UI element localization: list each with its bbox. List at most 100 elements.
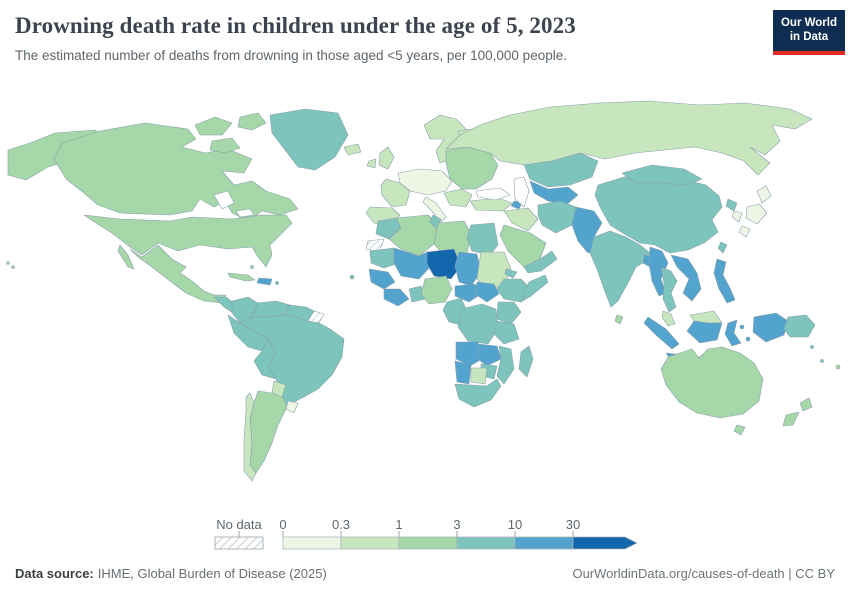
page-title: Drowning death rate in children under th… (15, 13, 576, 38)
map-region-india[interactable] (589, 230, 651, 308)
map-region-solomon-islands[interactable] (810, 345, 814, 349)
map-region-nigeria[interactable] (420, 275, 453, 305)
map-region-australia[interactable] (660, 346, 764, 419)
map-region-vanuatu[interactable] (820, 359, 824, 363)
map-region-taiwan[interactable] (717, 241, 728, 254)
map-region-sri-lanka[interactable] (614, 314, 624, 325)
map-region-central-asia[interactable] (529, 180, 579, 206)
legend-tick-2: 1 (395, 517, 402, 532)
map-region-iraq-syria[interactable] (503, 207, 539, 232)
map-region-hispaniola[interactable] (256, 277, 273, 286)
map-region-tanzania[interactable] (493, 320, 520, 345)
map-region-senegal-guinea[interactable] (368, 268, 396, 290)
map-region-eritrea[interactable] (504, 268, 518, 279)
chart-footer: Data source: IHME, Global Burden of Disea… (15, 566, 835, 581)
map-region-maluku-2[interactable] (745, 336, 751, 342)
map-region-guinea-coast[interactable] (383, 288, 410, 307)
legend-tick-5: 30 (566, 517, 580, 532)
map-region-mali[interactable] (393, 247, 432, 280)
owid-logo[interactable]: Our World in Data (772, 10, 845, 55)
map-region-thailand[interactable] (660, 266, 678, 313)
map-region-chad[interactable] (454, 251, 482, 287)
map-region-mauritania[interactable] (369, 247, 400, 269)
map-region-france[interactable] (380, 178, 411, 208)
map-region-mexico[interactable] (129, 244, 227, 304)
legend-bin-1[interactable] (340, 536, 400, 550)
map-region-malaysia[interactable] (661, 310, 676, 327)
owid-logo-line2: in Data (789, 31, 829, 44)
legend-bin-5-arrow[interactable] (572, 536, 638, 550)
map-region-uruguay[interactable] (285, 400, 299, 414)
map-region-canada[interactable] (53, 122, 299, 222)
black-sea (475, 187, 511, 201)
map-region-turkey[interactable] (469, 197, 513, 212)
map-region-fiji[interactable] (835, 364, 841, 370)
map-region-baja-california[interactable] (117, 244, 135, 270)
map-region-russia[interactable] (445, 100, 813, 176)
map-region-drc[interactable] (457, 303, 499, 345)
map-region-hawaii-1[interactable] (6, 261, 10, 265)
map-region-zambia[interactable] (477, 343, 502, 367)
map-region-kazakhstan[interactable] (523, 152, 599, 188)
map-region-japan-hokkaido[interactable] (756, 185, 772, 204)
map-region-bahamas[interactable] (250, 265, 254, 269)
map-region-egypt[interactable] (466, 222, 499, 256)
map-region-central-african-republic[interactable] (454, 283, 482, 303)
legend-bin-2[interactable] (398, 536, 458, 550)
map-region-iceland[interactable] (343, 143, 362, 156)
map-region-west-papua[interactable] (752, 312, 789, 343)
map-region-japan-honshu[interactable] (745, 203, 768, 225)
map-region-new-zealand-south[interactable] (782, 411, 800, 427)
map-region-kalimantan[interactable] (686, 320, 723, 344)
map-region-ireland[interactable] (366, 158, 377, 169)
legend-bin-3[interactable] (456, 536, 516, 550)
map-region-japan-kyushu[interactable] (738, 225, 751, 238)
map-region-italy[interactable] (422, 196, 447, 223)
map-region-bolivia[interactable] (253, 338, 277, 380)
map-region-south-africa[interactable] (454, 378, 502, 408)
legend-bin-4[interactable] (514, 536, 574, 550)
map-region-uk[interactable] (378, 146, 395, 170)
map-region-balkans[interactable] (443, 188, 473, 208)
map-region-greenland[interactable] (269, 108, 349, 171)
map-region-uganda-kenya[interactable] (496, 301, 522, 325)
world-choropleth-map[interactable] (0, 95, 850, 505)
map-region-malawi-mozambique[interactable] (496, 345, 515, 385)
map-region-usa[interactable] (83, 214, 293, 268)
credit-link[interactable]: OurWorldinData.org/causes-of-death | CC … (572, 566, 835, 581)
map-region-indochina[interactable] (670, 254, 702, 302)
legend-tick-1: 0.3 (332, 517, 350, 532)
map-region-botswana[interactable] (470, 367, 488, 385)
map-region-somalia[interactable] (520, 274, 549, 303)
map-region-mongolia[interactable] (621, 164, 703, 186)
map-region-french-guiana[interactable] (307, 310, 325, 324)
map-region-papua-new-guinea[interactable] (783, 314, 816, 338)
map-region-cape-verde[interactable] (349, 274, 355, 280)
map-region-tasmania[interactable] (733, 424, 746, 436)
map-region-angola[interactable] (455, 341, 483, 367)
map-region-north-korea[interactable] (725, 198, 738, 212)
map-region-sumatra[interactable] (643, 316, 680, 350)
map-region-iran[interactable] (537, 200, 577, 234)
legend-no-data-swatch[interactable] (214, 536, 264, 550)
map-region-namibia[interactable] (454, 360, 472, 385)
map-region-yemen-oman[interactable] (523, 250, 558, 274)
legend-tick-4: 10 (508, 517, 522, 532)
map-region-new-zealand-north[interactable] (799, 397, 813, 412)
map-region-maluku-1[interactable] (739, 324, 745, 330)
legend-bin-0[interactable] (282, 536, 342, 550)
map-region-south-sudan[interactable] (474, 281, 500, 303)
map-region-arctic-island-2[interactable] (237, 112, 267, 131)
map-region-cuba[interactable] (227, 272, 256, 282)
map-region-hawaii-2[interactable] (11, 265, 15, 269)
map-region-philippines[interactable] (713, 258, 736, 304)
map-region-puerto-rico[interactable] (275, 281, 279, 285)
map-region-niger[interactable] (426, 248, 462, 280)
map-region-arctic-island-3[interactable] (209, 137, 241, 154)
map-region-arctic-island-1[interactable] (194, 116, 233, 136)
map-region-madagascar[interactable] (518, 345, 534, 378)
map-region-sulawesi[interactable] (724, 319, 742, 347)
map-region-argentina[interactable] (249, 390, 287, 474)
map-region-chile[interactable] (243, 392, 257, 482)
map-region-south-korea[interactable] (731, 210, 743, 223)
